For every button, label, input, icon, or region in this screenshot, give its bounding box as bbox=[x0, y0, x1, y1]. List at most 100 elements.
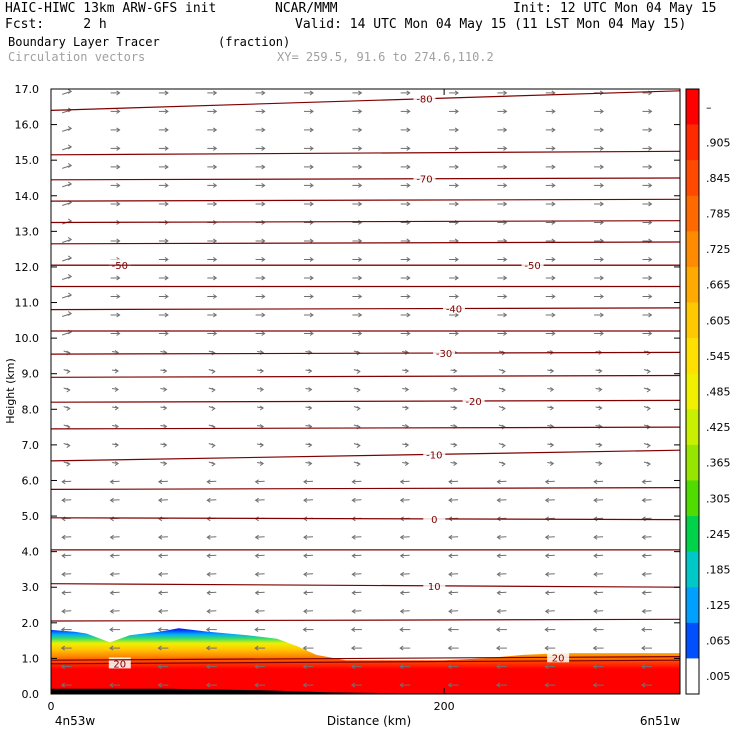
vector-arrowhead bbox=[116, 312, 121, 318]
circulation-vector bbox=[255, 591, 265, 594]
isotherm-line bbox=[50, 487, 681, 490]
vector-arrowhead bbox=[599, 312, 605, 318]
circulation-vector bbox=[594, 573, 604, 575]
vector-arrowhead bbox=[593, 534, 598, 540]
vector-arrowhead bbox=[399, 571, 404, 577]
circulation-vector bbox=[642, 499, 652, 501]
circulation-vector bbox=[303, 536, 314, 538]
vector-arrowhead bbox=[60, 627, 66, 633]
circulation-vector bbox=[545, 499, 555, 501]
circulation-vector bbox=[352, 499, 362, 501]
vector-arrowhead bbox=[648, 275, 653, 281]
vector-arrowhead bbox=[593, 553, 598, 559]
vector-arrowhead bbox=[551, 294, 556, 299]
vector-arrowhead bbox=[164, 90, 169, 96]
vector-arrowhead bbox=[551, 164, 556, 170]
circulation-vector bbox=[303, 591, 314, 594]
vector-arrowhead bbox=[641, 645, 646, 651]
vector-arrowhead bbox=[399, 479, 404, 485]
vector-arrowhead bbox=[261, 109, 266, 114]
vector-arrowhead bbox=[358, 294, 363, 299]
vector-arrowhead bbox=[501, 387, 506, 393]
vector-arrowhead bbox=[593, 608, 598, 614]
vector-arrowhead bbox=[399, 645, 404, 651]
vector-arrowhead bbox=[303, 497, 308, 503]
vector-arrowhead bbox=[116, 127, 121, 133]
vector-arrowhead bbox=[399, 553, 404, 559]
circulation-vector bbox=[110, 480, 120, 483]
circulation-vector bbox=[449, 554, 459, 557]
vector-arrowhead bbox=[309, 294, 314, 299]
vector-arrowhead bbox=[646, 369, 651, 374]
vector-arrowhead bbox=[406, 257, 411, 262]
isotherm-label: -80 bbox=[416, 95, 432, 106]
vector-arrowhead bbox=[551, 275, 556, 281]
vector-arrowhead bbox=[303, 608, 308, 614]
isotherm-label: -30 bbox=[436, 349, 452, 360]
vector-arrowhead bbox=[549, 405, 555, 411]
vector-arrowhead bbox=[303, 571, 308, 577]
vector-arrowhead bbox=[641, 664, 646, 670]
isotherm-line bbox=[50, 241, 681, 245]
circulation-vector bbox=[497, 610, 507, 612]
colorbar-label: .485 bbox=[706, 386, 731, 399]
vector-arrowhead bbox=[648, 109, 653, 114]
colorbar-swatch bbox=[686, 124, 699, 161]
init-time: Init: 12 UTC Mon 04 May 15 bbox=[513, 1, 717, 16]
vector-arrowhead bbox=[164, 164, 169, 170]
vector-arrowhead bbox=[544, 534, 550, 540]
vector-arrowhead bbox=[116, 183, 121, 188]
circulation-vector bbox=[110, 591, 120, 594]
circulation-vector bbox=[207, 536, 217, 538]
vector-arrowhead bbox=[448, 534, 453, 540]
circulation-vector bbox=[400, 610, 410, 612]
vector-arrowhead bbox=[206, 571, 211, 577]
colorbar-label: .665 bbox=[706, 279, 731, 292]
colorbar-swatch bbox=[686, 89, 699, 125]
y-tick-label: 17.0 bbox=[15, 83, 40, 96]
vector-arrowhead bbox=[164, 275, 169, 281]
vector-arrowhead bbox=[213, 238, 218, 244]
circulation-vector bbox=[158, 536, 168, 538]
vector-arrowhead bbox=[254, 627, 259, 633]
vector-arrowhead bbox=[116, 90, 121, 96]
circulation-vector bbox=[642, 573, 652, 575]
vector-arrowhead bbox=[303, 553, 308, 559]
vector-arrowhead bbox=[116, 331, 121, 336]
vector-arrowhead bbox=[404, 442, 410, 448]
vector-arrowhead bbox=[302, 645, 307, 651]
y-tick-label: 1.0 bbox=[22, 652, 40, 665]
circulation-vector bbox=[255, 573, 265, 575]
vector-arrowhead bbox=[448, 497, 453, 503]
colorbar-swatch bbox=[686, 409, 699, 446]
colorbar-label: .125 bbox=[706, 599, 731, 612]
colorbar-swatch bbox=[686, 658, 699, 695]
vector-arrowhead bbox=[309, 164, 314, 170]
vector-arrowhead bbox=[599, 331, 605, 336]
circulation-vector bbox=[158, 573, 168, 575]
vector-arrowhead bbox=[599, 146, 605, 151]
circulation-vector bbox=[62, 591, 72, 594]
vector-arrowhead bbox=[454, 201, 459, 207]
vector-arrowhead bbox=[254, 645, 259, 651]
vector-arrowhead bbox=[454, 146, 459, 151]
colorbar-label: .605 bbox=[706, 314, 731, 327]
vector-arrowhead bbox=[648, 331, 653, 336]
y-tick-label: 16.0 bbox=[15, 119, 40, 132]
vector-arrowhead bbox=[261, 257, 266, 262]
vector-arrowhead bbox=[503, 312, 508, 318]
colorbar-swatch bbox=[686, 338, 699, 375]
vector-arrowhead bbox=[206, 497, 211, 503]
y-tick-label: 9.0 bbox=[22, 368, 40, 381]
isotherm-label: -70 bbox=[416, 175, 432, 186]
vector-arrowhead bbox=[356, 443, 361, 448]
isotherm-line bbox=[50, 220, 681, 224]
vector-arrowhead bbox=[496, 590, 501, 596]
vector-arrowhead bbox=[399, 497, 404, 503]
vector-arrowhead bbox=[254, 608, 259, 614]
vector-arrowhead bbox=[454, 164, 459, 170]
circulation-vector bbox=[497, 591, 507, 594]
vector-arrowhead bbox=[163, 424, 168, 429]
vector-arrowhead bbox=[598, 405, 603, 411]
circulation-vector bbox=[62, 536, 72, 538]
